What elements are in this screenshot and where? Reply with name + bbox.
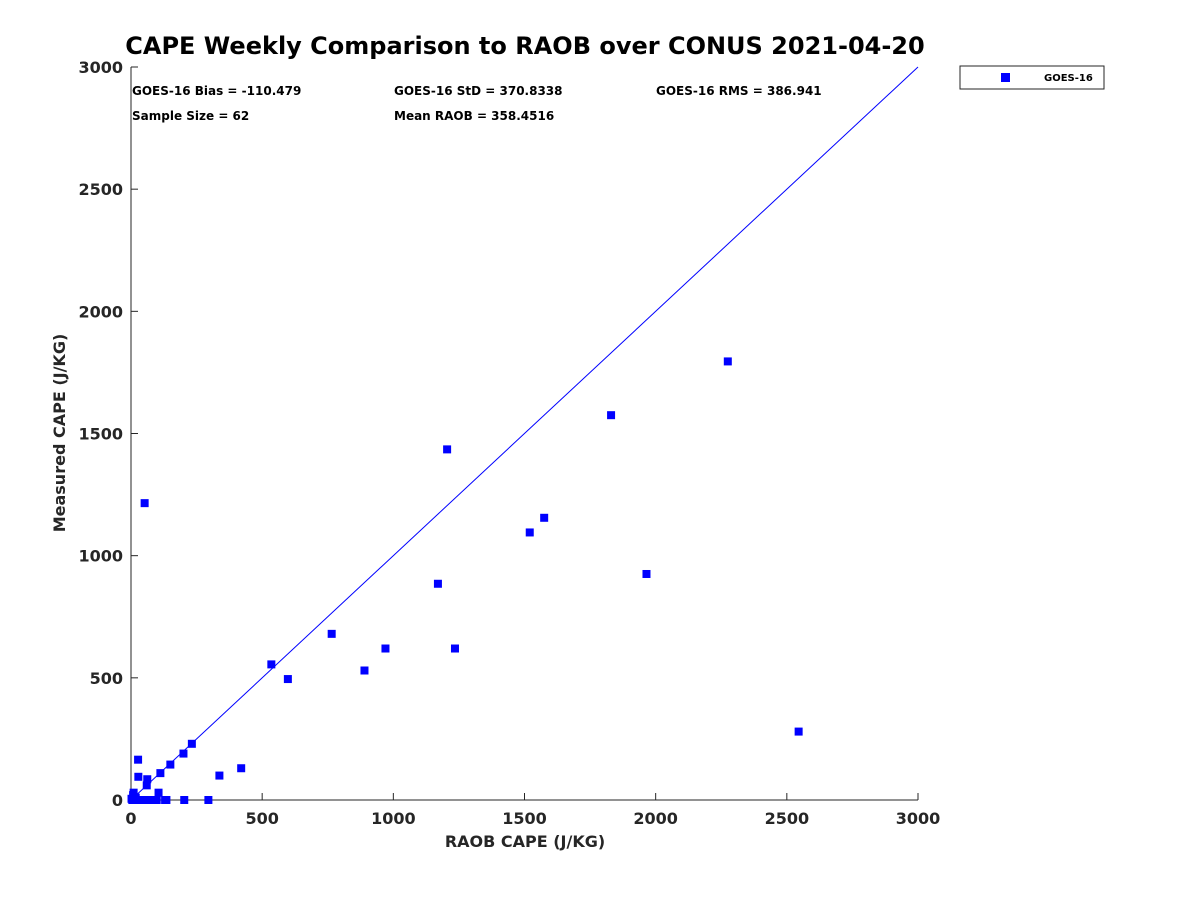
- y-tick-label: 2000: [78, 302, 123, 321]
- x-axis-label: RAOB CAPE (J/KG): [445, 832, 605, 851]
- data-point: [237, 764, 246, 773]
- y-tick-label: 500: [90, 669, 123, 688]
- stat-sample-size: Sample Size = 62: [132, 109, 249, 123]
- data-point: [166, 760, 175, 769]
- data-point: [154, 788, 163, 797]
- y-tick-label: 0: [112, 791, 123, 810]
- legend-box: [959, 65, 1105, 90]
- data-point: [156, 769, 165, 778]
- stat-rms: GOES-16 RMS = 386.941: [656, 84, 822, 98]
- data-point: [360, 666, 369, 675]
- data-point: [179, 749, 188, 758]
- x-tick-label: 0: [125, 809, 136, 828]
- data-point: [443, 445, 452, 454]
- legend: GOES-16: [959, 65, 1105, 90]
- x-axis-ticks: 0 500 1000 1500 2000 2500 3000: [125, 793, 940, 828]
- data-point: [162, 796, 171, 804]
- legend-label-goes16: GOES-16: [1044, 73, 1093, 84]
- data-point: [187, 739, 196, 748]
- data-point: [143, 775, 152, 784]
- data-point: [140, 499, 149, 508]
- chart-title: CAPE Weekly Comparison to RAOB over CONU…: [125, 32, 924, 60]
- data-point: [540, 513, 549, 522]
- data-points: [127, 357, 803, 804]
- data-point: [129, 788, 138, 797]
- data-point: [433, 579, 442, 588]
- data-point: [794, 727, 803, 736]
- data-point: [327, 629, 336, 638]
- x-tick-label: 1500: [502, 809, 547, 828]
- one-to-one-line-group: [130, 66, 919, 801]
- data-point: [142, 781, 151, 790]
- data-point: [283, 675, 292, 684]
- data-point: [381, 644, 390, 653]
- one-to-one-line: [130, 66, 919, 801]
- y-tick-label: 3000: [78, 58, 123, 77]
- data-point: [525, 528, 534, 537]
- data-point: [450, 644, 459, 653]
- y-axis-ticks: 0 500 1000 1500 2000 2500 3000: [78, 58, 138, 810]
- data-point: [607, 411, 616, 420]
- stat-bias: GOES-16 Bias = -110.479: [132, 84, 301, 98]
- data-point: [723, 357, 732, 366]
- stat-std: GOES-16 StD = 370.8338: [394, 84, 563, 98]
- y-axis-label: Measured CAPE (J/KG): [50, 334, 69, 533]
- y-tick-label: 1500: [78, 425, 123, 444]
- x-tick-label: 2500: [765, 809, 810, 828]
- x-tick-label: 500: [245, 809, 278, 828]
- data-point: [152, 796, 161, 804]
- data-point: [215, 771, 224, 780]
- data-point: [134, 755, 143, 764]
- data-point: [134, 772, 143, 781]
- x-tick-label: 3000: [896, 809, 941, 828]
- data-point: [180, 796, 189, 804]
- y-tick-label: 2500: [78, 180, 123, 199]
- x-tick-label: 1000: [371, 809, 416, 828]
- data-point: [204, 796, 213, 804]
- stat-mean-raob: Mean RAOB = 358.4516: [394, 109, 554, 123]
- data-point: [267, 660, 276, 669]
- y-tick-label: 1000: [78, 547, 123, 566]
- x-tick-label: 2000: [633, 809, 678, 828]
- data-point: [642, 569, 651, 578]
- legend-marker-square: [1001, 73, 1010, 82]
